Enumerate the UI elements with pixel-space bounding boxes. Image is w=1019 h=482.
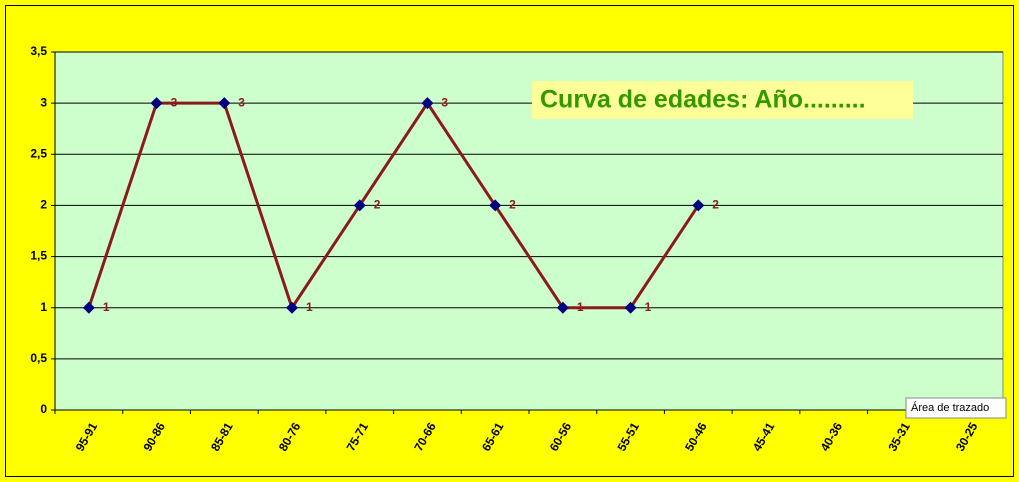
data-label: 1 (306, 300, 313, 314)
data-point (421, 97, 434, 110)
data-label: 3 (171, 95, 178, 109)
y-tick-label: 2,5 (30, 146, 47, 160)
data-label: 2 (712, 198, 719, 212)
y-tick-label: 3,5 (30, 44, 47, 58)
y-tick-label: 3 (40, 95, 47, 109)
data-point (286, 301, 298, 314)
data-label: 1 (577, 300, 584, 314)
data-point (218, 97, 231, 110)
data-label: 1 (645, 300, 652, 314)
y-tick-label: 1,5 (30, 249, 47, 263)
data-point (556, 301, 569, 314)
chart-title: Curva de edades: Año......... (540, 86, 866, 114)
data-point (624, 301, 637, 314)
data-label: 3 (238, 95, 245, 109)
data-point (692, 199, 705, 212)
title-box (532, 81, 913, 119)
data-label: 1 (103, 300, 110, 314)
data-point (150, 97, 163, 110)
data-label: 2 (374, 198, 381, 212)
tooltip: Área de trazado (905, 397, 1007, 419)
y-tick-label: 1 (40, 300, 47, 314)
data-point (82, 301, 95, 314)
tooltip-text: Área de trazado (911, 401, 989, 414)
series-line (87, 100, 700, 312)
y-tick-label: 0,5 (30, 351, 47, 365)
y-tick-label: 0 (40, 402, 47, 416)
data-point (489, 199, 502, 212)
y-tick-label: 2 (40, 198, 47, 212)
data-label: 3 (441, 95, 448, 109)
data-point (353, 199, 366, 212)
data-label: 2 (509, 198, 516, 212)
chart-border (5, 5, 1014, 477)
title-group: Curva de edades: Año......... (532, 81, 913, 119)
tooltip-box (905, 397, 1007, 419)
